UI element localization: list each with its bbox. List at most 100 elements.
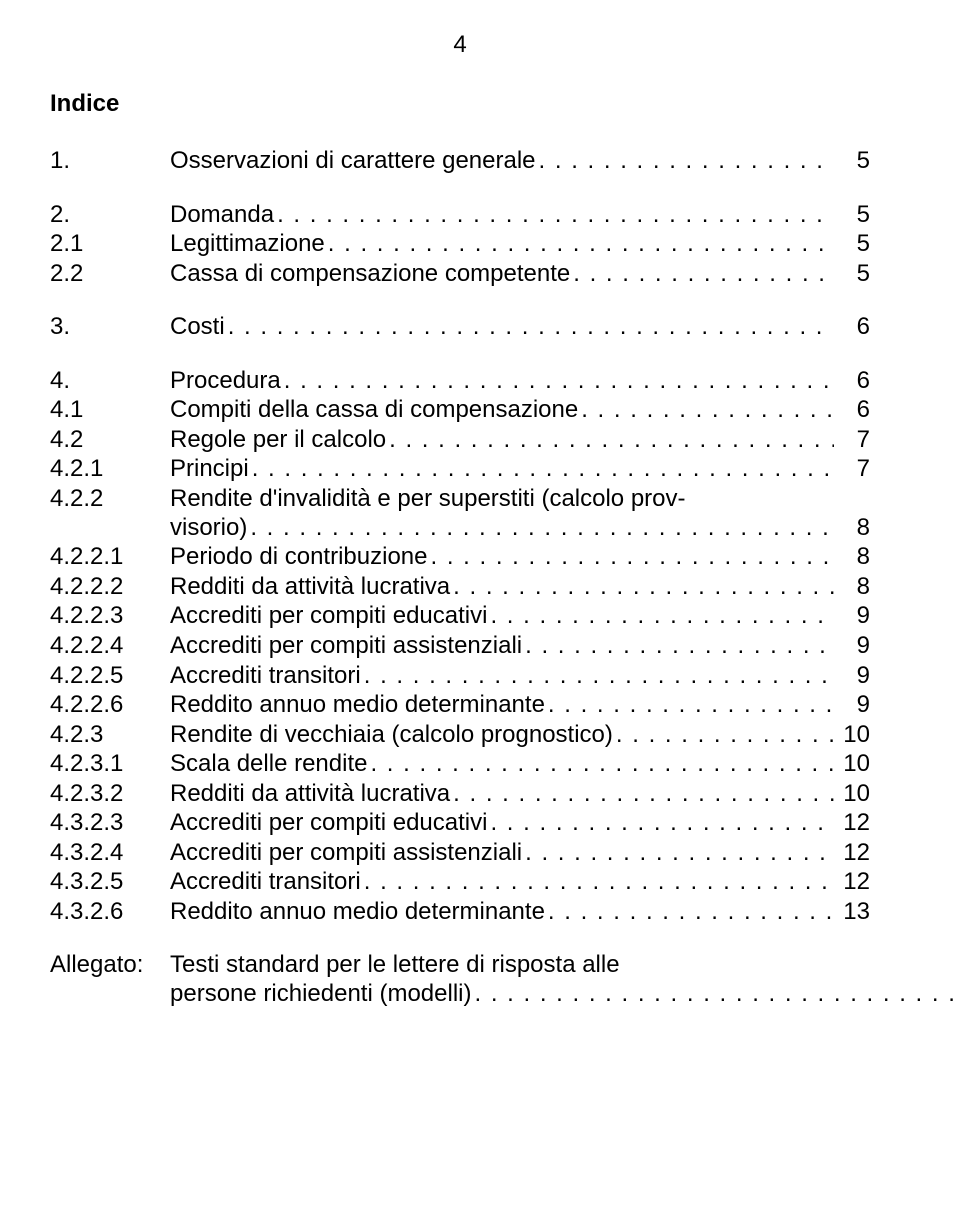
toc-page-ref: 6 bbox=[834, 395, 870, 424]
toc-leader: . . . . . . . . . . . . . . . . . . . . … bbox=[545, 897, 834, 926]
toc-entry-number: 4.2.2.3 bbox=[50, 601, 170, 630]
toc-entry: 4.Procedura. . . . . . . . . . . . . . .… bbox=[50, 366, 870, 395]
toc-page-ref: 5 bbox=[834, 259, 870, 288]
toc-entry: 4.2.2.1Periodo di contribuzione. . . . .… bbox=[50, 542, 870, 571]
allegato-line2: persone richiedenti (modelli) . . . . . … bbox=[170, 979, 960, 1008]
toc-entry: 4.2.2.6Reddito annuo medio determinante.… bbox=[50, 690, 870, 719]
toc-entry-title: Redditi da attività lucrativa bbox=[170, 779, 450, 808]
toc-entry-number: 4.3.2.4 bbox=[50, 838, 170, 867]
toc-leader: . . . . . . . . . . . . . . . . . . . . … bbox=[367, 749, 834, 778]
toc-entry-title: Costi bbox=[170, 312, 225, 341]
toc-entry-title: Compiti della cassa di compensazione bbox=[170, 395, 578, 424]
toc-entry: 4.2Regole per il calcolo. . . . . . . . … bbox=[50, 425, 870, 454]
toc-entry-title: Cassa di compensazione competente bbox=[170, 259, 570, 288]
toc-entry-number: 4.2.1 bbox=[50, 454, 170, 483]
toc-entry-number: 4.2.2.4 bbox=[50, 631, 170, 660]
toc-leader: . . . . . . . . . . . . . . . . . . . . … bbox=[578, 395, 834, 424]
toc-entry-number: 4.2.2.1 bbox=[50, 542, 170, 571]
toc-page-ref: 10 bbox=[834, 749, 870, 778]
toc-entry-title: Accrediti transitori bbox=[170, 661, 361, 690]
toc-list: 1.Osservazioni di carattere generale. . … bbox=[50, 146, 870, 926]
toc-page-ref: 8 bbox=[834, 572, 870, 601]
toc-entry: 2.1Legittimazione. . . . . . . . . . . .… bbox=[50, 229, 870, 258]
toc-page-ref: 9 bbox=[834, 690, 870, 719]
toc-page-ref: 9 bbox=[834, 661, 870, 690]
toc-page-ref: 8 bbox=[834, 542, 870, 571]
toc-entry-title: Redditi da attività lucrativa bbox=[170, 572, 450, 601]
toc-page-ref: 5 bbox=[834, 146, 870, 175]
toc-leader: . . . . . . . . . . . . . . . . . . . . … bbox=[487, 601, 834, 630]
toc-entry: 4.3.2.5Accrediti transitori. . . . . . .… bbox=[50, 867, 870, 896]
toc-leader: . . . . . . . . . . . . . . . . . . . . … bbox=[613, 720, 834, 749]
toc-page-ref: 9 bbox=[834, 631, 870, 660]
toc-entry-title: Reddito annuo medio determinante bbox=[170, 690, 545, 719]
toc-entry-number: 4.3.2.5 bbox=[50, 867, 170, 896]
toc-page-ref: 10 bbox=[834, 720, 870, 749]
toc-entry-number: 4.2.2.2 bbox=[50, 572, 170, 601]
toc-entry: 1.Osservazioni di carattere generale. . … bbox=[50, 146, 870, 175]
toc-leader: . . . . . . . . . . . . . . . . . . . . … bbox=[386, 425, 834, 454]
toc-page-ref: 7 bbox=[834, 425, 870, 454]
toc-leader: . . . . . . . . . . . . . . . . . . . . … bbox=[249, 454, 834, 483]
toc-entry-number: 4.2 bbox=[50, 425, 170, 454]
toc-entry-number: 4. bbox=[50, 366, 170, 395]
toc-entry-number: 2.1 bbox=[50, 229, 170, 258]
toc-entry: 2.Domanda. . . . . . . . . . . . . . . .… bbox=[50, 200, 870, 229]
toc-entry: 4.2.2.2Redditi da attività lucrativa. . … bbox=[50, 572, 870, 601]
toc-page-ref: 10 bbox=[834, 779, 870, 808]
toc-page-ref: 13 bbox=[834, 897, 870, 926]
toc-page-ref: 5 bbox=[834, 200, 870, 229]
toc-entry: 4.2.2.5Accrediti transitori. . . . . . .… bbox=[50, 661, 870, 690]
toc-allegato: Allegato: Testi standard per le lettere … bbox=[50, 950, 870, 1008]
toc-entry: 3.Costi. . . . . . . . . . . . . . . . .… bbox=[50, 312, 870, 341]
toc-entry-title: Accrediti per compiti assistenziali bbox=[170, 838, 522, 867]
toc-page-ref: 5 bbox=[834, 229, 870, 258]
toc-entry-title: Procedura bbox=[170, 366, 281, 395]
toc-page-ref: 6 bbox=[834, 366, 870, 395]
toc-entry-title: Accrediti per compiti educativi bbox=[170, 601, 487, 630]
toc-page-ref: 7 bbox=[834, 454, 870, 483]
toc-leader: . . . . . . . . . . . . . . . . . . . . … bbox=[274, 200, 834, 229]
toc-entry: 4.2.3.2Redditi da attività lucrativa. . … bbox=[50, 779, 870, 808]
toc-heading: Indice bbox=[50, 89, 870, 118]
toc-entry-title: Domanda bbox=[170, 200, 274, 229]
toc-entry-number: 2. bbox=[50, 200, 170, 229]
toc-entry: 2.2Cassa di compensazione competente. . … bbox=[50, 259, 870, 288]
toc-page-ref: 12 bbox=[834, 867, 870, 896]
toc-entry-number: 1. bbox=[50, 146, 170, 175]
toc-entry: 4.1Compiti della cassa di compensazione.… bbox=[50, 395, 870, 424]
toc-page-ref: 6 bbox=[834, 312, 870, 341]
toc-entry-number: 4.2.2.5 bbox=[50, 661, 170, 690]
toc-leader: . . . . . . . . . . . . . . . . . . . . … bbox=[428, 542, 835, 571]
toc-entry-number: 4.2.2.6 bbox=[50, 690, 170, 719]
allegato-body: Testi standard per le lettere di rispost… bbox=[170, 950, 960, 1008]
allegato-title-cont: persone richiedenti (modelli) bbox=[170, 979, 471, 1008]
toc-leader: . . . . . . . . . . . . . . . . . . . . … bbox=[545, 690, 834, 719]
toc-leader: . . . . . . . . . . . . . . . . . . . . … bbox=[247, 513, 834, 542]
toc-leader: . . . . . . . . . . . . . . . . . . . . … bbox=[361, 867, 834, 896]
spacer bbox=[50, 288, 870, 312]
toc-page: 4 Indice 1.Osservazioni di carattere gen… bbox=[0, 0, 960, 1048]
toc-page-ref: 9 bbox=[834, 601, 870, 630]
toc-leader: . . . . . . . . . . . . . . . . . . . . … bbox=[450, 779, 834, 808]
toc-entry-title: Principi bbox=[170, 454, 249, 483]
toc-page-ref: 12 bbox=[834, 808, 870, 837]
toc-page-ref: 12 bbox=[834, 838, 870, 867]
toc-entry: 4.3.2.6Reddito annuo medio determinante.… bbox=[50, 897, 870, 926]
toc-leader: . . . . . . . . . . . . . . . . . . . . … bbox=[536, 146, 834, 175]
allegato-line1: Testi standard per le lettere di rispost… bbox=[170, 950, 960, 979]
toc-entry-title: Scala delle rendite bbox=[170, 749, 367, 778]
toc-entry: 4.2.3.1Scala delle rendite. . . . . . . … bbox=[50, 749, 870, 778]
spacer bbox=[50, 926, 870, 950]
toc-entry-number: 4.3.2.6 bbox=[50, 897, 170, 926]
toc-entry-title: Regole per il calcolo bbox=[170, 425, 386, 454]
spacer bbox=[50, 342, 870, 366]
toc-entry-title: Accrediti transitori bbox=[170, 867, 361, 896]
toc-entry-number: 4.2.3 bbox=[50, 720, 170, 749]
toc-entry-title: Accrediti per compiti educativi bbox=[170, 808, 487, 837]
spacer bbox=[50, 176, 870, 200]
toc-entry-title: Legittimazione bbox=[170, 229, 325, 258]
toc-leader: . . . . . . . . . . . . . . . . . . . . … bbox=[487, 808, 834, 837]
toc-leader: . . . . . . . . . . . . . . . . . . . . … bbox=[471, 979, 960, 1008]
toc-entry-number: 4.2.3.2 bbox=[50, 779, 170, 808]
